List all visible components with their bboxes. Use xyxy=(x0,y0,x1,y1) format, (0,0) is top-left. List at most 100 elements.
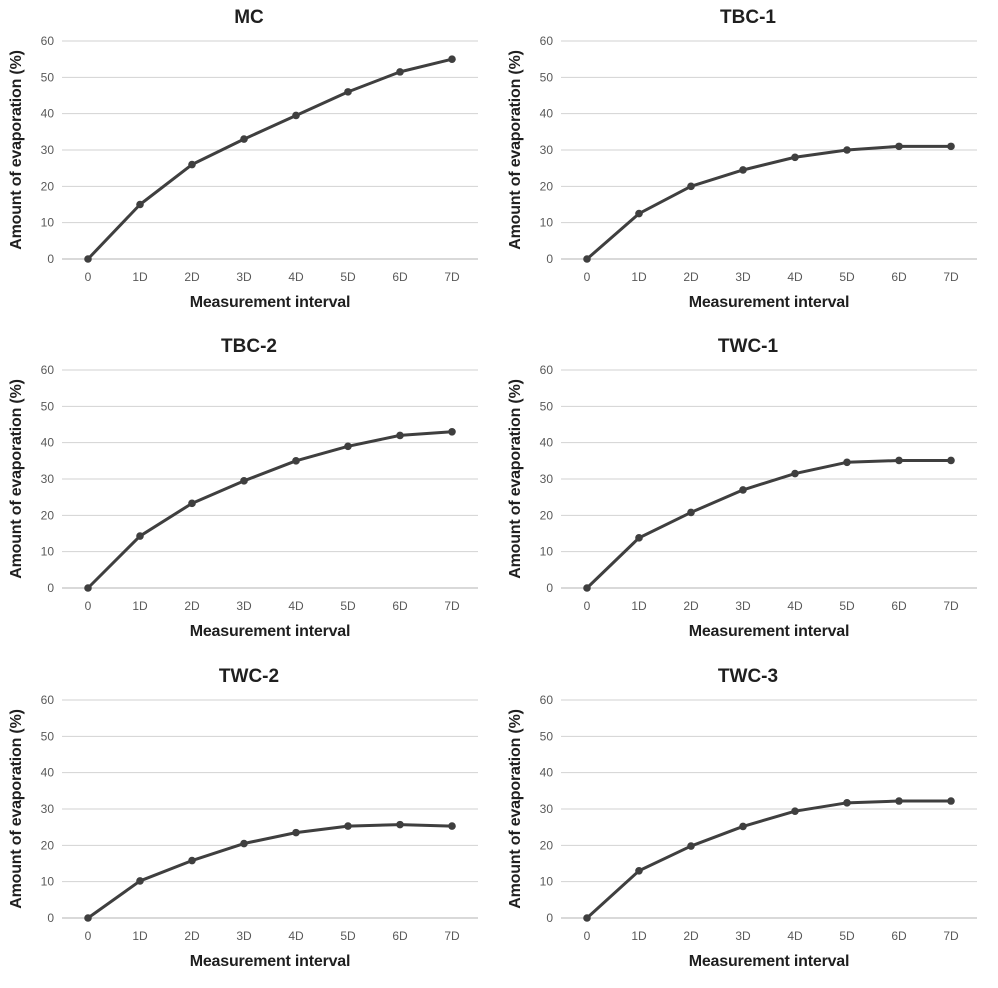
series-line xyxy=(86,57,454,261)
data-point xyxy=(292,111,300,120)
x-tick-label: 5D xyxy=(839,270,855,284)
data-point xyxy=(84,913,92,922)
x-tick-label: 3D xyxy=(236,929,252,943)
chart-canvas-mc: MC 0 10 20 30 40 50 60 0 1D 2D 3D 4D 5D 6D 7D Measurem… xyxy=(8,7,478,311)
data-point xyxy=(292,828,300,837)
y-tick-label: 50 xyxy=(540,70,554,84)
x-tick-label: 4D xyxy=(288,929,304,943)
chart-canvas-tbc2: TBC-2 0 10 20 30 40 50 60 0 1D 2D 3D 4D 5D 6D 7D Measu… xyxy=(8,336,478,640)
data-point xyxy=(791,807,799,815)
plot-area: 0 10 20 30 40 50 60 0 1D 2D 3D 4D 5D 6D 7D xyxy=(540,34,977,284)
y-axis-title: Amount of evaporation (%) xyxy=(8,709,25,908)
y-axis-title: Amount of evaporation (%) xyxy=(507,50,524,249)
data-point xyxy=(448,821,456,830)
y-tick-label: 40 xyxy=(540,107,554,121)
data-point xyxy=(583,584,591,593)
y-tick-label: 10 xyxy=(41,874,55,888)
x-tick-label: 1D xyxy=(631,599,647,613)
y-tick-label: 0 xyxy=(546,252,553,266)
y-tick-label: 10 xyxy=(540,874,554,888)
y-tick-label: 10 xyxy=(41,216,55,230)
y-tick-label: 20 xyxy=(540,179,554,193)
data-point xyxy=(448,428,456,436)
data-point xyxy=(947,142,955,151)
y-tick-label: 30 xyxy=(41,802,55,816)
data-point xyxy=(240,839,248,847)
series-line xyxy=(86,430,454,590)
y-tick-label: 50 xyxy=(540,400,554,414)
x-tick-label: 7D xyxy=(444,599,460,613)
y-tick-label: 60 xyxy=(540,34,554,48)
x-axis-title: Measurement interval xyxy=(689,623,850,640)
x-axis-title: Measurement interval xyxy=(689,294,850,311)
data-point xyxy=(292,457,300,465)
data-point xyxy=(791,470,799,478)
y-tick-label: 30 xyxy=(540,802,554,816)
x-tick-label: 0 xyxy=(85,270,92,284)
series-line xyxy=(585,799,953,920)
data-point xyxy=(947,796,955,805)
data-point xyxy=(344,821,352,830)
data-point xyxy=(396,820,404,829)
y-tick-label: 10 xyxy=(41,545,55,559)
x-tick-label: 2D xyxy=(683,929,699,943)
x-tick-label: 1D xyxy=(132,599,148,613)
y-tick-label: 50 xyxy=(41,400,55,414)
data-point xyxy=(136,876,144,885)
data-point xyxy=(947,456,955,465)
y-tick-label: 20 xyxy=(41,509,55,523)
chart-title: TWC-3 xyxy=(718,666,778,687)
x-tick-label: 7D xyxy=(943,599,959,613)
x-tick-label: 6D xyxy=(891,929,907,943)
x-tick-label: 4D xyxy=(787,929,803,943)
x-tick-label: 0 xyxy=(85,929,92,943)
data-point xyxy=(84,255,92,263)
x-tick-label: 4D xyxy=(787,599,803,613)
x-tick-label: 6D xyxy=(392,929,408,943)
x-tick-label: 2D xyxy=(184,270,200,284)
data-point xyxy=(635,209,643,218)
y-tick-label: 0 xyxy=(546,911,553,925)
series-line xyxy=(585,459,953,590)
chart-canvas-twc3: TWC-3 0 10 20 30 40 50 60 0 1D 2D 3D 4D 5D 6D 7D Measu… xyxy=(507,666,977,970)
x-tick-label: 1D xyxy=(132,270,148,284)
y-tick-label: 10 xyxy=(540,216,554,230)
x-tick-label: 5D xyxy=(839,929,855,943)
data-point xyxy=(843,798,851,807)
y-tick-label: 10 xyxy=(540,545,554,559)
y-tick-label: 30 xyxy=(41,472,55,486)
x-tick-label: 5D xyxy=(340,599,356,613)
chart-title: TWC-2 xyxy=(219,666,279,687)
x-axis-title: Measurement interval xyxy=(190,294,351,311)
y-axis-title: Amount of evaporation (%) xyxy=(507,709,524,908)
plot-area: 0 10 20 30 40 50 60 0 1D 2D 3D 4D 5D 6D 7D xyxy=(41,363,478,613)
y-tick-label: 0 xyxy=(47,581,54,595)
chart-title: TWC-1 xyxy=(718,336,779,357)
data-point xyxy=(687,841,695,850)
chart-cell-tbc1: TBC-1 0 10 20 30 40 50 60 0 1D 2D 3D 4D 5D 6D 7D Measu… xyxy=(499,0,998,329)
data-point xyxy=(739,486,747,495)
chart-cell-twc2: TWC-2 0 10 20 30 40 50 60 0 1D 2D 3D 4D 5D 6D 7D Measu… xyxy=(0,659,499,988)
y-tick-label: 40 xyxy=(540,765,554,779)
x-tick-label: 4D xyxy=(787,270,803,284)
chart-canvas-twc2: TWC-2 0 10 20 30 40 50 60 0 1D 2D 3D 4D 5D 6D 7D Measu… xyxy=(8,666,478,970)
x-tick-label: 6D xyxy=(891,599,907,613)
x-tick-label: 6D xyxy=(891,270,907,284)
data-point xyxy=(240,135,248,143)
x-tick-label: 3D xyxy=(735,599,751,613)
x-tick-label: 1D xyxy=(631,270,647,284)
x-tick-label: 0 xyxy=(85,599,92,613)
data-point xyxy=(583,255,591,263)
y-tick-label: 40 xyxy=(41,436,55,450)
data-point xyxy=(739,822,747,830)
data-point xyxy=(448,55,456,63)
y-tick-label: 60 xyxy=(41,693,55,707)
y-tick-label: 0 xyxy=(47,252,54,266)
chart-canvas-twc1: TWC-1 0 10 20 30 40 50 60 0 1D 2D 3D 4D 5D 6D 7D Measu… xyxy=(507,336,977,640)
x-tick-label: 5D xyxy=(340,929,356,943)
data-point xyxy=(739,166,747,174)
y-tick-label: 40 xyxy=(41,765,55,779)
chart-cell-twc3: TWC-3 0 10 20 30 40 50 60 0 1D 2D 3D 4D 5D 6D 7D Measu… xyxy=(499,659,998,988)
y-axis-title: Amount of evaporation (%) xyxy=(507,380,524,579)
